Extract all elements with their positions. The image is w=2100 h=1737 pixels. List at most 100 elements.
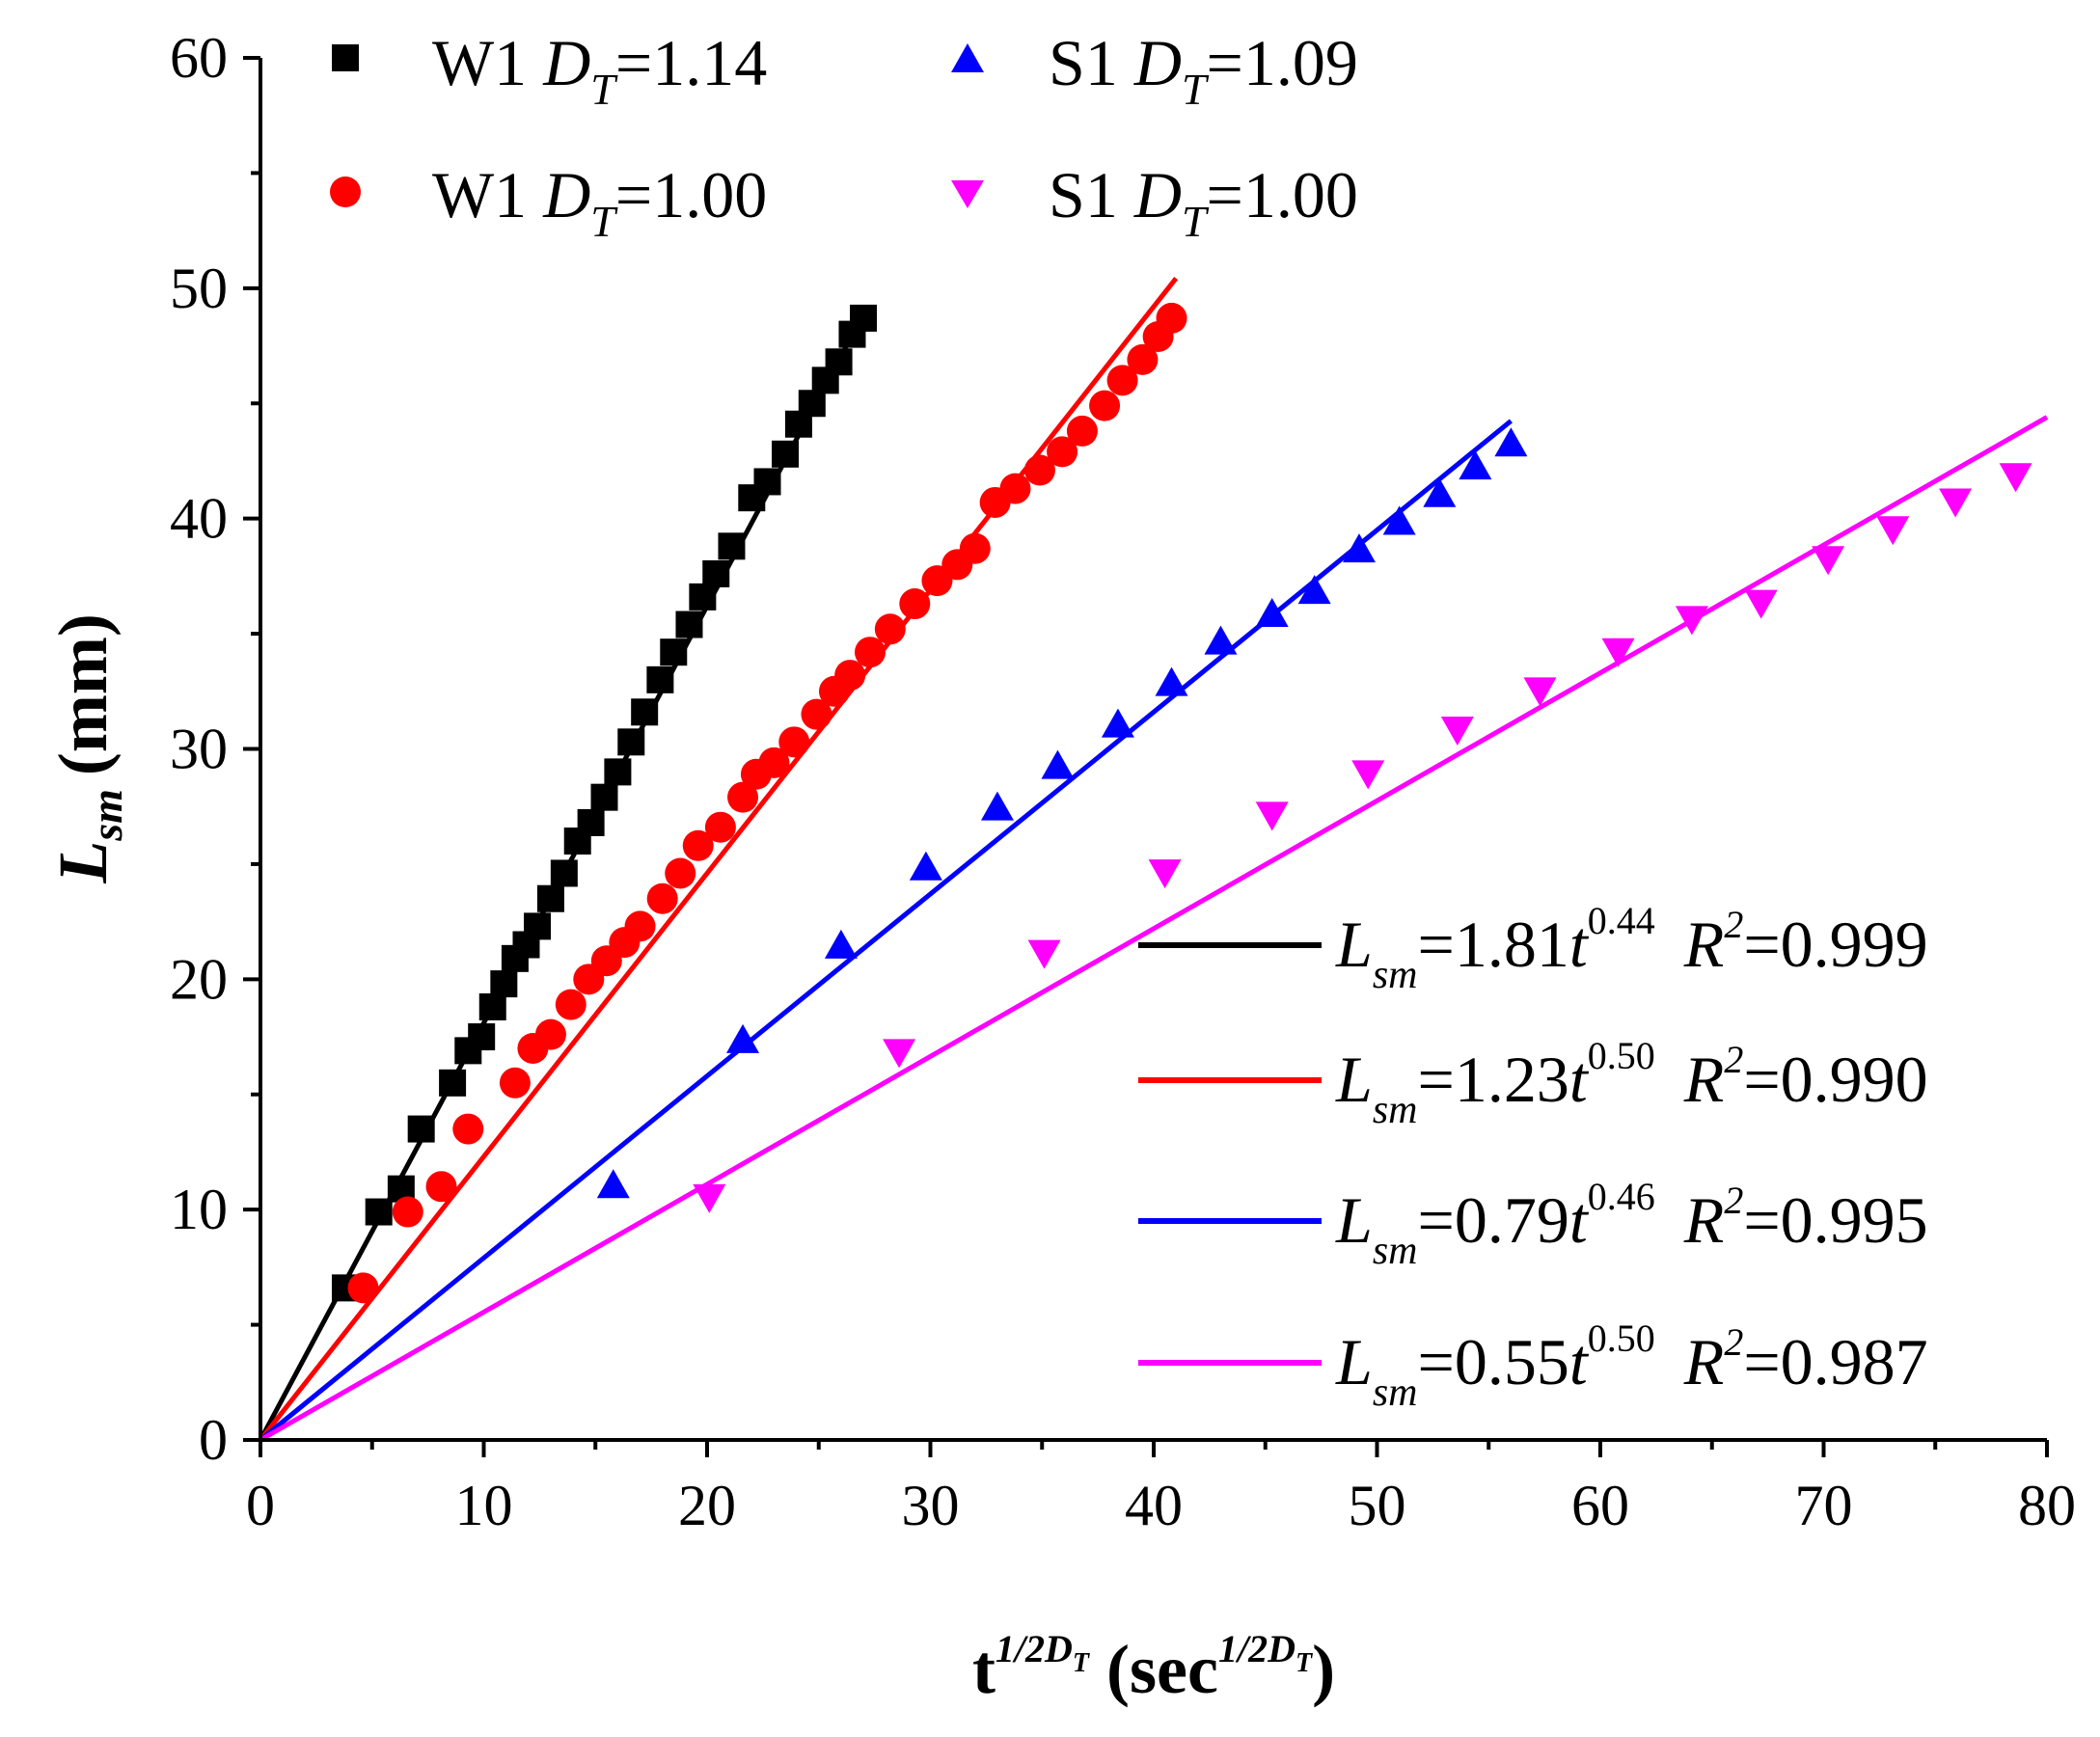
data-point-series-3 [1041,749,1075,779]
data-point-series-3 [596,1169,630,1199]
data-point-series-2 [834,660,866,692]
x-axis-title: t1/2DT (sec1/2DT) [972,1627,1335,1708]
data-point-series-2 [704,811,736,843]
data-point-series-1 [825,348,853,376]
data-point-series-1 [702,559,730,587]
data-point-series-4 [1440,717,1474,746]
legend-fit-3: Lsm=0.79t0.46 R2=0.995 [1138,1175,1928,1273]
data-point-series-2 [1066,415,1098,447]
data-point-series-1 [577,808,605,836]
data-point-series-4 [1601,638,1635,667]
data-point-series-3 [1382,505,1416,535]
data-point-series-1 [617,728,645,756]
data-point-series-4 [1744,589,1778,619]
data-point-series-4 [1939,488,1973,518]
data-point-series-1 [753,468,781,496]
data-point-series-2 [801,698,832,730]
x-ticks: 0 10 20 30 40 50 60 70 80 [246,1440,2076,1537]
y-tick-label: 10 [170,1178,228,1241]
data-point-series-2 [758,746,790,778]
legend-fit-label-3: Lsm=0.79t0.46 R2=0.995 [1335,1175,1928,1273]
legend-marker-circle [330,176,361,207]
legend-label-w1-100: W1 DT=1.00 [432,158,767,246]
data-point-series-3 [726,1023,760,1053]
data-point-series-1 [631,698,659,726]
data-point-series-2 [347,1272,379,1304]
fit-line-4 [259,415,2049,1443]
data-point-series-3 [1459,450,1492,480]
legend-item-w1-114: W1 DT=1.14 [332,26,767,114]
fit-line-3 [259,419,1513,1442]
y-tick-label: 0 [199,1408,228,1472]
data-point-series-4 [1351,760,1385,790]
data-point-series-2 [646,882,678,914]
legend-fit-1: Lsm=1.81t0.44 R2=0.999 [1138,899,1928,997]
x-tick-label: 10 [455,1474,513,1537]
data-point-series-2 [425,1171,457,1203]
legend-fit-2: Lsm=1.23t0.50 R2=0.990 [1138,1034,1928,1132]
data-point-series-4 [1876,516,1910,546]
data-point-series-3 [1297,575,1331,605]
data-point-series-2 [555,989,586,1020]
y-tick-label: 50 [170,257,228,320]
data-point-series-1 [798,390,826,418]
data-point-series-2 [854,637,886,668]
y-ticks: 0 10 20 30 40 50 60 [170,26,260,1472]
data-point-series-1 [850,304,878,332]
data-point-series-1 [468,1023,496,1051]
data-point-series-1 [604,758,632,786]
fit-line-2 [259,277,1179,1442]
data-point-series-3 [1423,477,1457,507]
data-point-series-1 [407,1115,435,1143]
data-point-series-3 [1101,708,1134,738]
data-point-series-1 [550,859,578,887]
data-point-series-2 [534,1018,566,1050]
data-point-series-3 [824,929,858,959]
y-tick-label: 40 [170,487,228,551]
data-point-series-1 [536,884,564,912]
x-tick-label: 70 [1795,1474,1853,1537]
legend-fits: Lsm=1.81t0.44 R2=0.999 Lsm=1.23t0.50 R2=0.… [1138,899,1928,1415]
data-point-series-4 [1148,859,1182,889]
data-point-series-2 [1127,343,1159,375]
data-point-series-3 [1155,666,1188,696]
data-point-series-4 [1812,546,1845,576]
data-point-series-1 [490,970,518,998]
data-point-series-1 [646,665,674,693]
data-point-series-2 [682,829,714,861]
data-point-series-2 [959,532,991,564]
data-point-series-2 [1106,365,1138,396]
data-point-series-1 [478,992,506,1020]
data-point-series-1 [772,440,800,468]
legend-item-s1-109: S1 DT=1.09 [951,26,1358,114]
data-point-series-1 [439,1069,467,1097]
data-point-series-1 [718,532,746,560]
data-point-series-3 [1494,427,1528,457]
data-point-series-4 [1523,677,1557,707]
x-tick-label: 60 [1571,1474,1629,1537]
data-point-series-4 [1255,801,1289,831]
data-point-series-2 [874,613,906,645]
legend-marker-triangle-up [951,43,984,72]
data-point-series-2 [1089,390,1121,421]
legend-label-s1-109: S1 DT=1.09 [1049,26,1358,114]
legend-fit-label-2: Lsm=1.23t0.50 R2=0.990 [1335,1034,1928,1132]
data-point-series-3 [1342,533,1376,563]
data-point-series-1 [689,583,717,611]
y-tick-label: 30 [170,718,228,781]
data-point-series-2 [999,473,1031,504]
data-point-series-2 [499,1067,531,1099]
x-tick-label: 20 [678,1474,736,1537]
data-point-series-2 [665,857,696,889]
data-point-series-3 [980,791,1014,821]
data-point-series-2 [392,1196,423,1228]
data-point-series-1 [524,912,552,940]
data-point-series-4 [693,1183,726,1213]
legend-fit-4: Lsm=0.55t0.50 R2=0.987 [1138,1316,1928,1415]
data-point-series-2 [624,910,656,942]
legend-series: W1 DT=1.14 W1 DT=1.00 S1 DT=1.09 S1 DT=1… [330,26,1358,246]
y-tick-label: 60 [170,26,228,90]
y-axis-title: Lsm(mm) [44,613,131,884]
